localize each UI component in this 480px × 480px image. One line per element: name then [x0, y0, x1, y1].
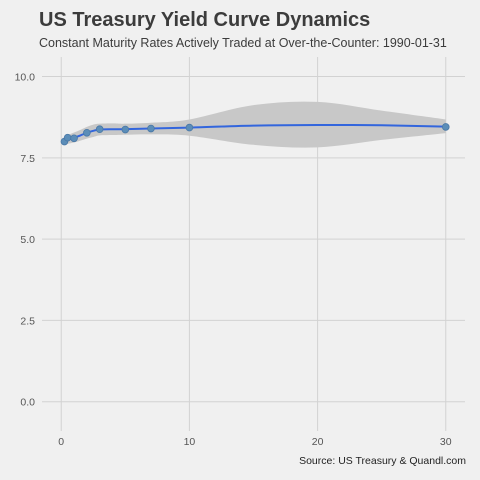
y-tick-label: 2.5 [20, 315, 35, 327]
data-points-layer [60, 123, 450, 146]
chart-caption: Source: US Treasury & Quandl.com [299, 455, 466, 467]
y-tick-label: 10.0 [15, 72, 36, 84]
yield-data-point [95, 125, 104, 133]
yield-data-point [70, 134, 78, 143]
y-tick-label: 5.0 [20, 234, 35, 246]
yield-data-point [63, 133, 72, 142]
x-tick-label: 30 [440, 436, 452, 448]
yield-data-point [185, 123, 194, 132]
chart-title: US Treasury Yield Curve Dynamics [39, 9, 371, 31]
y-tick-label: 7.5 [20, 153, 35, 165]
x-tick-label: 20 [312, 436, 324, 448]
x-tick-label: 10 [184, 436, 196, 448]
x-tick-label: 0 [58, 436, 64, 448]
yield-data-point [121, 125, 130, 134]
chart-subtitle: Constant Maturity Rates Actively Traded … [39, 36, 447, 50]
yield-data-point [147, 124, 155, 133]
yield-data-point [83, 128, 91, 137]
grid-layer [42, 57, 465, 431]
yield-data-point [441, 123, 450, 131]
axis-labels-layer: 0.0 2.5 5.0 7.5 10.0 0 10 20 30 [15, 72, 452, 448]
y-tick-label: 0.0 [20, 397, 35, 409]
